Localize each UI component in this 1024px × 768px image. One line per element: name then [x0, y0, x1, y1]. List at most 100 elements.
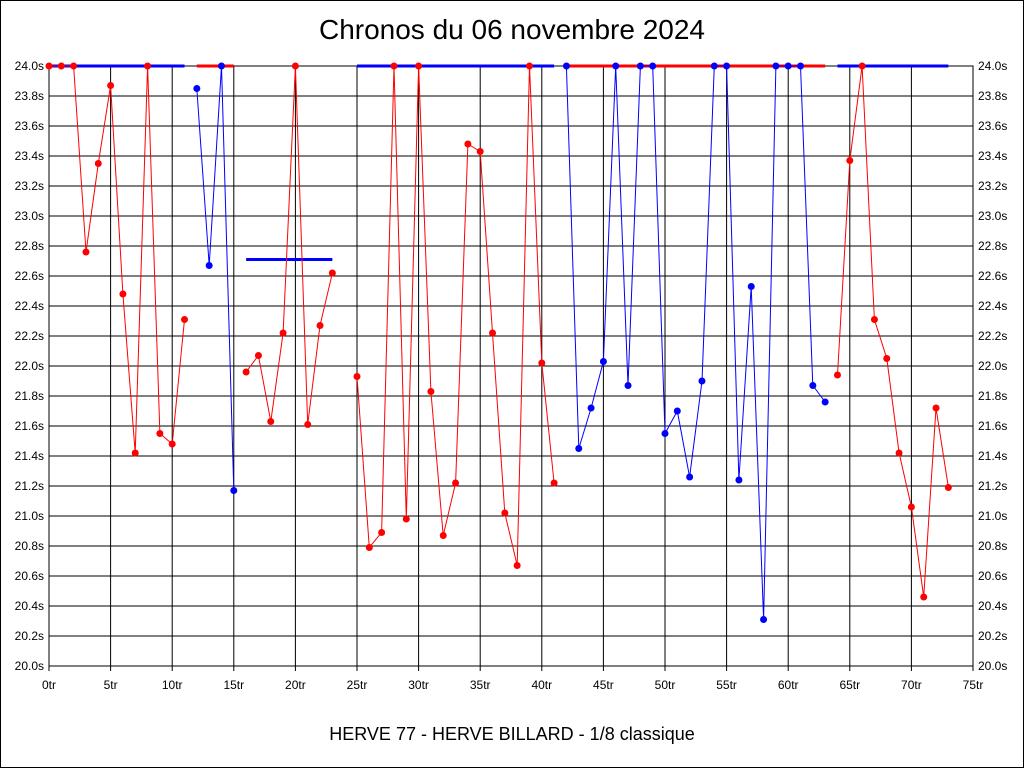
y-tick-label-left: 23.4s [15, 149, 44, 163]
data-point [562, 62, 570, 70]
y-tick-label-right: 24.0s [978, 59, 1007, 73]
series-line [356, 65, 555, 566]
data-point [353, 373, 361, 380]
y-tick-label-left: 22.8s [15, 239, 44, 253]
data-point [316, 322, 324, 329]
data-point [365, 544, 373, 551]
data-point [907, 503, 915, 511]
data-point [649, 62, 657, 70]
y-tick-label-left: 21.4s [15, 449, 44, 463]
x-tick-label: 10tr [162, 678, 183, 692]
y-tick-label-right: 20.0s [978, 659, 1007, 673]
data-point [895, 449, 903, 457]
data-point [267, 418, 275, 425]
data-point [501, 509, 509, 517]
y-tick-label-left: 20.4s [15, 599, 44, 613]
y-tick-label-right: 21.0s [978, 509, 1007, 523]
data-point [452, 479, 460, 487]
y-tick-label-right: 21.4s [978, 449, 1007, 463]
grid-lines [48, 65, 974, 671]
series-line [565, 65, 826, 620]
data-point [920, 593, 928, 601]
y-tick-label-left: 22.2s [15, 329, 44, 343]
data-point [723, 62, 731, 70]
data-point [673, 407, 681, 415]
data-point [464, 140, 472, 148]
data-point [550, 479, 558, 487]
data-point [57, 62, 65, 70]
data-point [809, 382, 817, 389]
x-tick-label: 45tr [593, 678, 614, 692]
data-point [328, 269, 336, 277]
x-tick-label: 40tr [531, 678, 552, 692]
y-tick-label-right: 20.8s [978, 539, 1007, 553]
y-tick-label-right: 21.8s [978, 389, 1007, 403]
data-point [612, 62, 620, 70]
data-point [636, 62, 644, 70]
series-line [49, 65, 185, 454]
data-point [575, 445, 583, 452]
series-line [837, 65, 949, 598]
y-tick-label-left: 22.0s [15, 359, 44, 373]
y-tick-label-left: 20.6s [15, 569, 44, 583]
y-tick-label-right: 20.2s [978, 629, 1007, 643]
data-point [525, 62, 533, 70]
y-tick-label-left: 22.4s [15, 299, 44, 313]
x-tick-label: 0tr [42, 678, 56, 692]
data-point [70, 62, 78, 70]
data-point [883, 355, 891, 362]
data-point [107, 82, 115, 89]
data-point [390, 62, 398, 70]
y-tick-label-left: 21.6s [15, 419, 44, 433]
x-tick-label: 75tr [963, 678, 984, 692]
y-tick-label-right: 23.8s [978, 89, 1007, 103]
data-point [772, 62, 780, 70]
y-tick-label-left: 20.8s [15, 539, 44, 553]
series-line [245, 65, 333, 425]
data-point [82, 248, 90, 256]
y-tick-label-left: 23.2s [15, 179, 44, 193]
y-tick-label-left: 23.6s [15, 119, 44, 133]
data-point [846, 157, 854, 164]
data-point [279, 329, 287, 337]
x-tick-label: 20tr [285, 678, 306, 692]
data-point [624, 382, 632, 389]
data-point [254, 352, 262, 359]
x-tick-label: 25tr [347, 678, 368, 692]
y-tick-label-right: 22.2s [978, 329, 1007, 343]
y-tick-label-right: 21.6s [978, 419, 1007, 433]
data-point [944, 484, 952, 491]
data-point [797, 62, 805, 70]
data-point [747, 283, 755, 290]
data-point [217, 62, 225, 70]
y-tick-label-right: 23.0s [978, 209, 1007, 223]
y-tick-label-right: 20.6s [978, 569, 1007, 583]
y-tick-label-left: 24.0s [15, 59, 44, 73]
data-point [242, 368, 250, 376]
data-point [427, 388, 435, 395]
data-point [587, 404, 595, 412]
data-point [131, 449, 139, 457]
data-point [45, 62, 53, 70]
data-point [378, 529, 386, 536]
data-point [415, 62, 423, 70]
y-tick-label-right: 20.4s [978, 599, 1007, 613]
y-tick-label-right: 22.8s [978, 239, 1007, 253]
data-point [156, 430, 164, 437]
data-point [144, 62, 152, 70]
data-point [304, 421, 312, 428]
data-point [168, 440, 176, 448]
y-tick-label-left: 20.0s [15, 659, 44, 673]
y-tick-label-right: 22.6s [978, 269, 1007, 283]
x-tick-label: 60tr [778, 678, 799, 692]
y-tick-label-left: 22.6s [15, 269, 44, 283]
data-point [784, 62, 792, 70]
data-point [402, 515, 410, 523]
series-line [196, 65, 235, 491]
data-point [599, 358, 607, 365]
x-tick-label: 50tr [655, 678, 676, 692]
x-tick-label: 70tr [901, 678, 922, 692]
data-point [119, 290, 127, 298]
data-point [513, 562, 521, 569]
